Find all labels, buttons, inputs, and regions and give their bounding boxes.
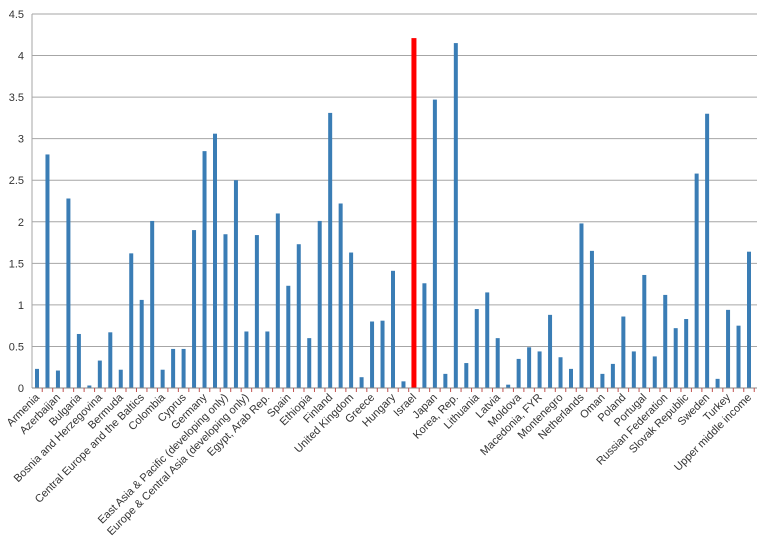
bar	[631, 351, 636, 388]
bar-egypt-arab-rep	[265, 331, 270, 388]
bar	[108, 332, 113, 388]
bar-israel	[411, 38, 417, 388]
bar-spain	[286, 285, 291, 388]
y-tick-label: 0.5	[9, 341, 24, 353]
bar-netherlands	[579, 223, 584, 388]
x-axis	[32, 387, 757, 392]
bar	[589, 250, 594, 388]
bar	[443, 373, 448, 388]
bar	[150, 220, 155, 388]
bar-bosnia-and-herzegovina	[97, 360, 102, 388]
bar-central-europe-and-the-baltics	[139, 299, 144, 388]
bar-upper-middle-income	[747, 251, 751, 388]
bar-korea-rep	[453, 43, 458, 388]
bar	[45, 154, 50, 388]
y-axis-ticks: 0 0.5 1 1.5 2 2.5 3 3.5 4 4.5	[9, 9, 24, 395]
bar-moldova	[516, 358, 521, 388]
bar-colombia	[160, 369, 165, 388]
bar-turkey	[726, 309, 731, 388]
bar	[66, 198, 71, 388]
y-tick-label: 4	[18, 51, 24, 63]
bar-hungary	[391, 270, 395, 388]
y-tick-label: 0	[18, 383, 24, 395]
bar	[87, 385, 92, 388]
bars	[35, 38, 751, 389]
bar-russian-federation	[663, 294, 668, 388]
bar	[129, 253, 134, 388]
bar	[338, 203, 343, 388]
bar	[527, 347, 532, 388]
bar	[610, 363, 615, 388]
y-tick-label: 1	[18, 300, 24, 312]
bar	[401, 381, 406, 388]
bar	[506, 384, 511, 388]
y-tick-label: 3.5	[9, 92, 24, 104]
bar-montenegro	[558, 357, 563, 388]
bar-sweden	[705, 113, 710, 388]
bar-bulgaria	[76, 333, 81, 388]
bar-oman	[600, 373, 605, 388]
bar-cyprus	[181, 348, 186, 388]
bar	[422, 283, 427, 388]
bar	[673, 328, 678, 388]
y-tick-label: 1.5	[9, 258, 24, 270]
bar	[213, 133, 217, 388]
bar	[317, 220, 322, 388]
bar-united-kingdom	[349, 252, 354, 388]
bar	[548, 314, 553, 388]
bar-latvia	[495, 338, 500, 388]
bar-portugal	[642, 274, 647, 388]
bar	[652, 356, 657, 388]
bar	[254, 235, 259, 388]
bar-east-asia-pacific-developing-only	[223, 234, 228, 388]
bar	[380, 320, 385, 388]
bar	[715, 378, 720, 388]
bar-armenia	[35, 368, 39, 388]
bar-poland	[621, 316, 626, 388]
bar	[296, 244, 301, 388]
bar-greece	[370, 321, 375, 388]
bar-japan	[432, 99, 437, 389]
bar	[736, 325, 741, 388]
bar-finland	[328, 112, 333, 388]
bar	[171, 348, 176, 388]
bar-germany	[202, 151, 207, 388]
bar	[464, 363, 469, 388]
bar-europe-central-asia-developing-only	[244, 331, 249, 388]
bar-lithuania	[474, 309, 479, 388]
bar-bermuda	[118, 369, 123, 388]
bar	[569, 368, 573, 388]
bar-azerbaijan	[55, 370, 60, 388]
bar	[694, 173, 699, 388]
y-tick-label: 4.5	[9, 9, 24, 21]
bar	[485, 292, 490, 388]
bar	[359, 377, 364, 388]
bar	[192, 230, 197, 388]
y-tick-label: 2.5	[9, 175, 24, 187]
bar	[233, 180, 238, 388]
bar-macedonia-fyr	[537, 351, 542, 388]
bar-slovak-republic	[684, 319, 689, 388]
y-tick-label: 2	[18, 217, 24, 229]
bar	[275, 213, 280, 388]
bar-ethiopia	[307, 338, 312, 388]
y-tick-label: 3	[18, 134, 24, 146]
